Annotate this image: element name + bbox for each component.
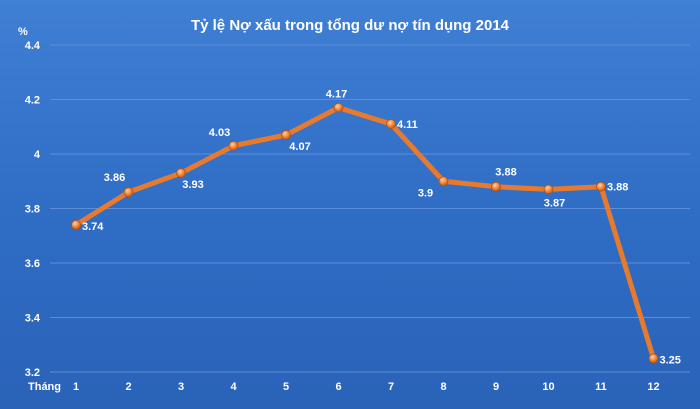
x-tick-label: 6	[335, 381, 341, 393]
data-point	[228, 140, 239, 151]
y-axis-ticks: 3.2 3.4 3.6 3.8 4 4.2 4.4	[25, 40, 41, 379]
data-point	[491, 181, 501, 192]
x-tick-label: 2	[125, 381, 131, 393]
y-axis-unit: %	[18, 26, 28, 38]
y-tick-label: 3.6	[25, 258, 40, 270]
x-tick-label: 4	[230, 381, 237, 393]
x-tick-label: 1	[73, 381, 79, 393]
data-point	[596, 181, 606, 192]
series-line	[73, 105, 656, 361]
data-labels: 3.74 3.86 3.93 4.03 4.07 4.17 4.11 3.9 3.88 3.87 3…	[82, 89, 681, 367]
data-point	[333, 102, 344, 113]
data-label: 3.87	[544, 197, 565, 209]
data-label: 4.03	[209, 127, 230, 139]
data-label: 3.25	[660, 354, 681, 366]
data-label: 4.07	[289, 141, 310, 153]
data-label: 3.74	[82, 221, 104, 233]
x-tick-label: 10	[542, 381, 554, 393]
data-label: 3.88	[495, 167, 516, 179]
data-point	[543, 184, 554, 195]
data-points	[71, 102, 659, 364]
x-tick-label: 11	[595, 381, 607, 393]
y-tick-label: 3.2	[25, 367, 40, 379]
x-tick-label: 3	[178, 381, 184, 393]
data-point	[176, 168, 186, 178]
y-tick-label: 3.8	[25, 204, 40, 216]
x-tick-label: 12	[647, 381, 659, 393]
data-point	[281, 130, 291, 140]
data-label: 4.17	[326, 89, 347, 101]
x-tick-label: 8	[440, 381, 446, 393]
data-point	[386, 119, 396, 129]
y-tick-label: 3.4	[25, 313, 41, 325]
y-tick-label: 4	[34, 149, 41, 161]
data-point	[123, 187, 134, 198]
series-line-group	[73, 105, 656, 361]
data-label: 4.11	[397, 119, 418, 131]
chart-title: Tỷ lệ Nợ xấu trong tổng dư nợ tín dụng 2…	[191, 17, 510, 34]
x-tick-label: 7	[388, 381, 394, 393]
data-label: 3.88	[607, 182, 628, 194]
data-point	[438, 176, 449, 187]
y-tick-label: 4.2	[25, 95, 40, 107]
x-tick-label: 9	[493, 381, 499, 393]
data-point	[648, 353, 659, 364]
data-point	[71, 219, 81, 230]
gridlines	[50, 44, 690, 373]
data-label: 3.93	[182, 179, 203, 191]
x-tick-label: 5	[283, 381, 289, 393]
data-label: 3.9	[418, 187, 433, 199]
x-axis-label: Tháng	[28, 381, 61, 393]
y-tick-label: 4.4	[25, 40, 41, 52]
x-axis-ticks: 1 2 3 4 5 6 7 8 9 10 11 12	[73, 381, 660, 393]
data-label: 3.86	[104, 172, 125, 184]
